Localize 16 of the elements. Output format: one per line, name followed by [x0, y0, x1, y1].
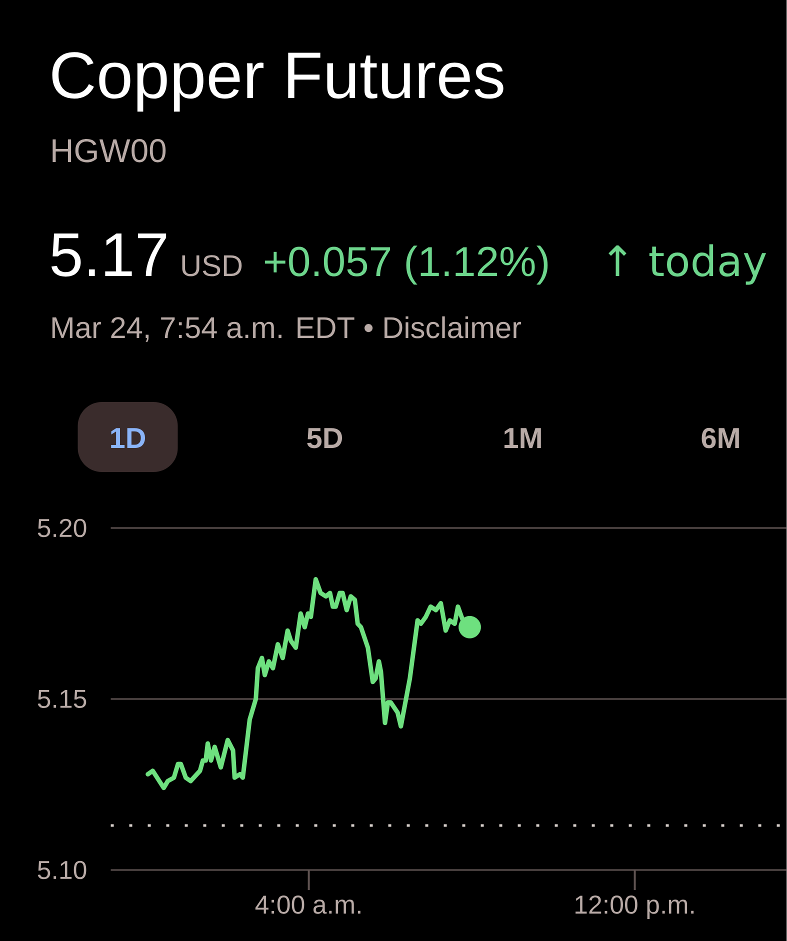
y-tick-label: 5.15	[38, 690, 86, 708]
text: 5.17	[52, 233, 166, 277]
x-tick-label: 12:00 p.m.	[576, 896, 694, 919]
y-tick-label: 5.10	[38, 860, 86, 880]
chart-title: Copper Futures	[52, 52, 504, 112]
text: 1D	[111, 428, 146, 448]
text: ↑ today	[608, 244, 766, 285]
text: +0.057 (1.12%)	[265, 246, 548, 285]
y-tick-label: 5.20	[38, 518, 86, 538]
text: 1M	[504, 428, 542, 448]
text: 5D	[307, 428, 342, 448]
text: USD	[182, 255, 242, 276]
x-tick-label: 4:00 a.m.	[256, 896, 361, 914]
chart-subtitle: HGW00	[52, 139, 166, 162]
text: 6M	[702, 428, 740, 448]
text: Mar 24, 7:54 a.m. EDT • Disclaimer	[52, 316, 522, 342]
